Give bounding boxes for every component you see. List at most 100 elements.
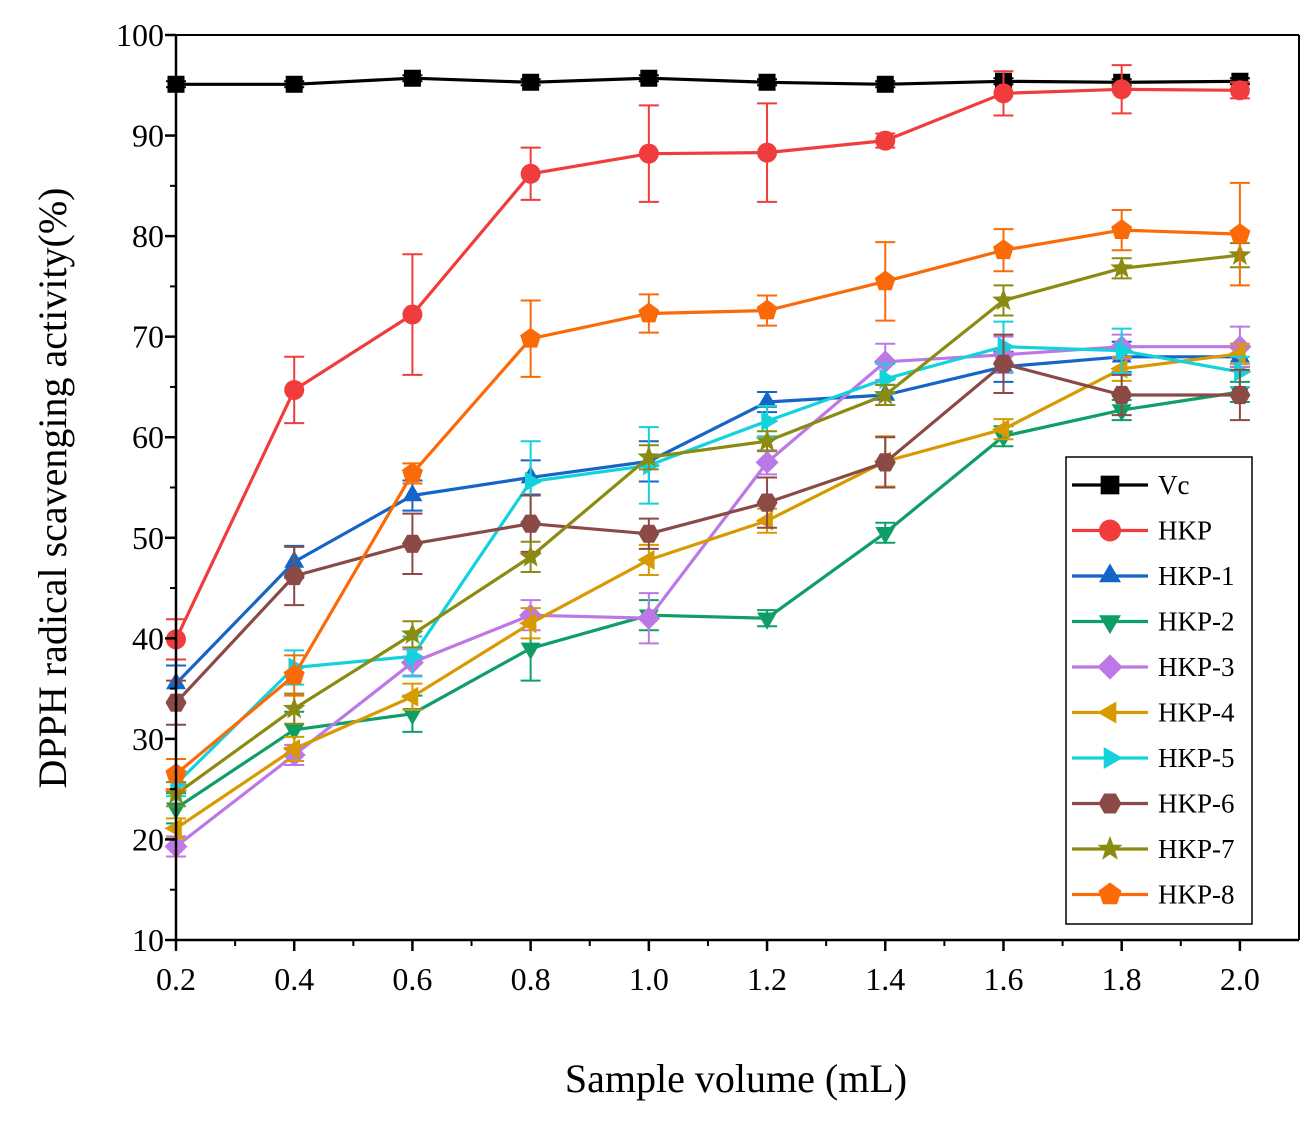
axes-layer: 10 20 30 40 50 60 70 80 90 100 0.2 0.4 0.6 0.8 1.0 1.2 1… xyxy=(116,17,1300,997)
data-point-hkp-7 xyxy=(401,622,424,644)
legend-marker-hkp-1 xyxy=(1099,563,1121,583)
data-point-hkp-8 xyxy=(874,270,896,291)
legend-label-vc: Vc xyxy=(1158,470,1189,500)
data-point-hkp-2 xyxy=(757,612,777,630)
data-point-hkp xyxy=(520,163,541,184)
series-hkp xyxy=(166,64,1250,661)
data-point-vc xyxy=(403,69,421,87)
data-point-hkp xyxy=(993,83,1014,104)
y-tick-label: 30 xyxy=(132,721,164,757)
data-point-hkp-2 xyxy=(875,527,896,545)
data-point-hkp-3 xyxy=(873,350,897,374)
data-point-hkp-4 xyxy=(992,419,1010,440)
data-point-hkp-8 xyxy=(283,664,305,685)
legend-item-hkp-7: HKP-7 xyxy=(1072,834,1235,864)
legend-item-hkp-1: HKP-1 xyxy=(1072,561,1235,591)
data-point-vc xyxy=(876,75,894,93)
data-point-vc xyxy=(758,73,776,91)
legend-label-hkp-1: HKP-1 xyxy=(1158,561,1235,591)
x-tick-label: 0.6 xyxy=(392,961,432,997)
y-tick-label: 20 xyxy=(132,821,164,857)
data-point-hkp-6 xyxy=(1111,385,1133,405)
data-point-hkp-7 xyxy=(992,288,1015,311)
y-tick-label: 10 xyxy=(132,922,164,958)
data-point-hkp-3 xyxy=(755,450,779,474)
data-point-hkp-6 xyxy=(283,566,305,586)
legend-label-hkp-3: HKP-3 xyxy=(1158,652,1235,682)
x-tick-label: 2.0 xyxy=(1220,961,1260,997)
series-line-hkp-6 xyxy=(174,362,1240,704)
legend-marker-hkp-5 xyxy=(1103,747,1123,769)
legend-item-hkp-3: HKP-3 xyxy=(1072,652,1235,682)
data-point-hkp-8 xyxy=(402,462,423,483)
data-point-hkp-6 xyxy=(401,534,423,553)
data-point-hkp xyxy=(638,143,659,164)
x-axis-title: Sample volume (mL) xyxy=(565,1056,907,1101)
data-point-hkp-4 xyxy=(519,613,537,634)
legend-label-hkp-8: HKP-8 xyxy=(1158,880,1235,910)
data-point-hkp-2 xyxy=(520,642,541,660)
data-point-vc xyxy=(640,69,658,87)
data-point-hkp xyxy=(1111,79,1132,100)
data-point-hkp-5 xyxy=(879,368,897,389)
data-point-hkp-8 xyxy=(1229,223,1251,243)
legend-label-hkp-5: HKP-5 xyxy=(1158,743,1235,773)
series-line-hkp-7 xyxy=(175,253,1241,796)
y-tick-label: 60 xyxy=(132,419,164,455)
data-point-hkp-8 xyxy=(638,302,660,323)
legend-marker-hkp-7 xyxy=(1097,835,1123,860)
data-point-hkp-6 xyxy=(874,453,896,472)
data-point-hkp-5 xyxy=(1115,340,1134,361)
series-hkp-8 xyxy=(165,181,1251,791)
data-point-hkp-8 xyxy=(756,299,778,320)
series-line-vc xyxy=(176,76,1240,86)
legend-label-hkp-6: HKP-6 xyxy=(1158,789,1235,819)
data-point-hkp-7 xyxy=(637,445,661,467)
data-point-hkp-7 xyxy=(282,696,306,719)
legend-marker-hkp-3 xyxy=(1097,654,1123,680)
data-point-hkp-2 xyxy=(284,724,305,742)
data-point-hkp-5 xyxy=(997,336,1015,357)
legend: Vc HKP HKP-1 HKP-2 HKP-3 HKP-4 HKP-5 HKP-6 HKP-7… xyxy=(1065,456,1253,925)
legend-label-hkp-7: HKP-7 xyxy=(1158,834,1235,864)
legend-item-vc: Vc xyxy=(1072,470,1189,500)
series-line-hkp xyxy=(174,87,1240,640)
data-point-vc xyxy=(522,73,540,91)
legend-item-hkp-2: HKP-2 xyxy=(1072,607,1235,637)
y-tick-label: 100 xyxy=(116,17,164,53)
x-tick-label: 1.0 xyxy=(629,961,669,997)
legend-box xyxy=(1065,456,1253,925)
y-tick-label: 70 xyxy=(132,319,164,355)
data-point-vc xyxy=(285,75,303,93)
series-hkp-5 xyxy=(166,320,1252,798)
legend-marker-hkp xyxy=(1099,519,1121,542)
series-line-hkp-8 xyxy=(174,228,1240,776)
x-tick-label: 0.2 xyxy=(156,961,196,997)
data-point-hkp-7 xyxy=(519,544,542,567)
data-point-hkp-4 xyxy=(164,818,182,839)
legend-marker-hkp-8 xyxy=(1098,882,1122,905)
x-tick-label: 0.8 xyxy=(511,961,551,997)
y-tick-label: 90 xyxy=(132,118,164,154)
legend-item-hkp-8: HKP-8 xyxy=(1072,880,1235,910)
data-point-hkp xyxy=(402,304,423,325)
y-tick-label: 40 xyxy=(132,620,164,656)
data-point-hkp-3 xyxy=(637,606,661,630)
series-line-hkp-1 xyxy=(174,355,1240,685)
series-line-hkp-5 xyxy=(174,345,1241,786)
series-hkp-4 xyxy=(164,342,1250,840)
data-point-hkp-7 xyxy=(873,383,897,405)
x-tick-label: 1.4 xyxy=(865,961,905,997)
legend-label-hkp: HKP xyxy=(1158,516,1212,546)
legend-item-hkp-4: HKP-4 xyxy=(1072,698,1235,728)
data-point-hkp-6 xyxy=(1229,385,1251,405)
data-point-hkp-8 xyxy=(993,239,1014,260)
data-point-hkp xyxy=(1229,80,1250,101)
legend-marker-hkp-2 xyxy=(1099,615,1121,635)
legend-item-hkp: HKP xyxy=(1072,516,1212,546)
data-point-hkp-4 xyxy=(282,739,300,759)
data-point-hkp-5 xyxy=(524,471,543,492)
data-point-hkp-1 xyxy=(402,484,423,502)
data-point-hkp-6 xyxy=(638,524,660,543)
